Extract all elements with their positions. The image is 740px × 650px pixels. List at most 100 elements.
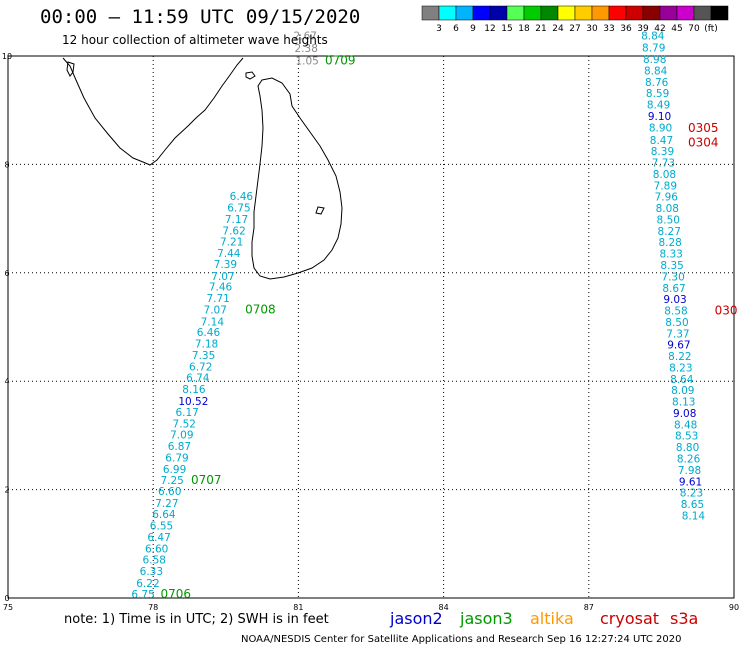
pass-time-label: 030 [715, 304, 738, 318]
colorbar-swatch [693, 5, 712, 21]
swh-value: 6.33 [140, 566, 163, 578]
swh-value: 8.98 [643, 54, 666, 66]
swh-value: 8.23 [680, 488, 703, 500]
units-note: note: 1) Time is in UTC; 2) SWH is in fe… [64, 612, 329, 627]
colorbar-label: 18 [518, 24, 530, 34]
swh-value: 8.14 [682, 510, 706, 522]
swh-value: 1.05 [295, 56, 318, 68]
swh-value: 7.44 [217, 248, 241, 260]
swh-value: 8.27 [658, 226, 681, 238]
swh-value: 2.67 [294, 31, 317, 43]
swh-value: 8.65 [681, 499, 704, 511]
pass-time-label: 0305 [688, 121, 719, 135]
swh-value: 8.28 [658, 237, 681, 249]
swh-value: 8.79 [642, 43, 665, 55]
swh-value: 7.35 [192, 350, 215, 362]
swh-value: 9.67 [667, 340, 690, 352]
colorbar-label: 15 [501, 24, 512, 34]
y-tick-label: 6 [4, 269, 9, 278]
swh-value: 8.53 [675, 431, 698, 443]
swh-value: 8.76 [645, 77, 669, 89]
swh-value: 7.39 [214, 259, 237, 271]
swh-value: 8.33 [659, 249, 682, 261]
colorbar-label: 33 [603, 24, 614, 34]
colorbar-swatch [421, 5, 440, 21]
swh-value: 6.58 [143, 554, 166, 566]
colorbar-label: 45 [671, 24, 682, 34]
x-tick-label: 75 [3, 603, 13, 612]
y-tick-label: 10 [2, 52, 12, 61]
page-subtitle: 12 hour collection of altimeter wave hei… [62, 33, 328, 47]
coastline [62, 57, 343, 280]
swh-value: 8.23 [669, 362, 692, 374]
swh-value: 10.52 [178, 396, 208, 408]
pass-time-label: 0707 [191, 473, 222, 487]
swh-value: 8.08 [653, 169, 676, 181]
colorbar-swatch [472, 5, 491, 21]
swh-value: 7.62 [222, 225, 245, 237]
colorbar-label: 36 [620, 24, 632, 34]
swh-value: 8.67 [662, 283, 685, 295]
swh-value: 9.03 [663, 294, 686, 306]
sri-lanka-coastline [251, 77, 343, 280]
swh-value: 8.35 [660, 260, 683, 272]
swh-value: 7.07 [204, 304, 227, 316]
colorbar-swatch [710, 5, 729, 21]
swh-value: 8.84 [644, 65, 668, 77]
swh-value: 6.60 [145, 543, 168, 555]
color-legend: 3 6 9 12 15 18 21 24 27 30 33 36 39 42 45 70 (ft) [421, 5, 729, 34]
map-border [7, 55, 735, 599]
colorbar-label: 70 [688, 24, 700, 34]
x-tick-label: 90 [729, 603, 739, 612]
colorbar-label: 39 [637, 24, 649, 34]
swh-value: 8.50 [665, 317, 688, 329]
colorbar-swatch [574, 5, 593, 21]
swh-value: 9.61 [679, 476, 702, 488]
swh-value: 8.80 [676, 442, 699, 454]
swh-value: 7.27 [155, 498, 178, 510]
swh-value: 6.47 [147, 532, 170, 544]
x-tick-label: 81 [293, 603, 303, 612]
swh-value: 6.55 [150, 521, 173, 533]
swh-value: 8.13 [672, 397, 695, 409]
swh-value: 6.72 [189, 361, 212, 373]
swh-value: 7.09 [170, 430, 193, 442]
swh-value: 7.17 [225, 214, 248, 226]
swh-value: 6.99 [163, 464, 186, 476]
satellite-jason3: jason3 [460, 609, 513, 628]
swh-value: 7.46 [209, 282, 233, 294]
swh-value: 6.75 [227, 203, 250, 215]
colorbar-swatch [523, 5, 542, 21]
swh-value: 8.58 [664, 306, 687, 318]
pass-time-label: 0708 [245, 302, 276, 316]
swh-value: 9.10 [648, 111, 671, 123]
swh-value: 2.38 [295, 43, 318, 55]
swh-value: 7.96 [655, 192, 679, 204]
x-tick-label: 84 [439, 603, 449, 612]
swh-value: 8.39 [651, 146, 674, 158]
colorbar-swatch [591, 5, 610, 21]
swh-value: 7.37 [666, 328, 689, 340]
swh-value: 6.75 [131, 589, 154, 601]
track-0709: 2.672.381.05 0709 [294, 31, 356, 68]
swh-value: 8.16 [182, 384, 206, 396]
india-coastline [62, 57, 244, 166]
swh-value: 7.73 [652, 158, 675, 170]
swh-value: 6.79 [165, 452, 188, 464]
colorbar-label: 9 [470, 24, 476, 34]
swh-value: 6.22 [136, 578, 159, 590]
y-tick-label: 4 [4, 377, 9, 386]
swh-value: 8.90 [649, 122, 672, 134]
swh-value: 6.64 [152, 509, 176, 521]
track-0705-0708: 6.756.226.336.586.606.476.556.647.276.60… [131, 191, 275, 601]
x-tick-label: 78 [148, 603, 158, 612]
altimeter-tracks: 6.756.226.336.586.606.476.556.647.276.60… [131, 31, 737, 601]
credit-line: NOAA/NESDIS Center for Satellite Applica… [241, 634, 682, 645]
swh-value: 7.14 [201, 316, 225, 328]
lat-lon-grid: 75 78 81 84 87 90 0 2 4 6 8 10 [2, 52, 739, 612]
satellite-cryosat: cryosat [600, 609, 660, 628]
y-tick-label: 8 [4, 160, 9, 169]
colorbar-swatch [540, 5, 559, 21]
y-tick-label: 2 [4, 486, 9, 495]
swh-value: 7.71 [206, 293, 229, 305]
